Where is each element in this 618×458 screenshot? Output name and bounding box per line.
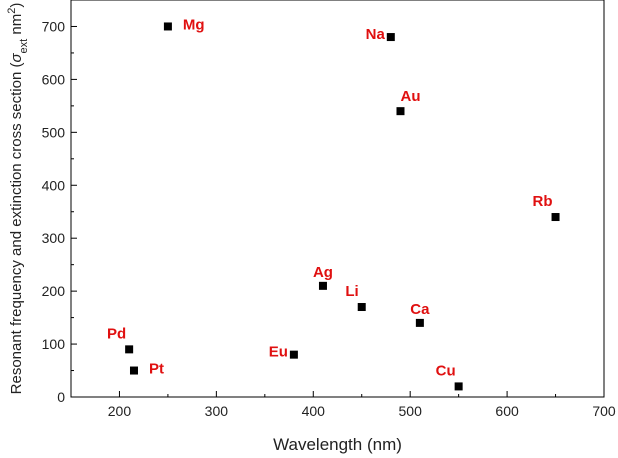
x-tick-label: 300 (205, 403, 229, 419)
y-axis-title-main: Resonant frequency and extinction cross … (8, 63, 25, 395)
x-tick-label: 200 (108, 403, 132, 419)
data-point-pd (125, 345, 134, 354)
y-tick-label: 200 (42, 283, 66, 299)
x-tick-label: 700 (592, 403, 616, 419)
x-tick-label: 600 (495, 403, 519, 419)
y-tick-label: 500 (42, 124, 66, 140)
y-axis-title-sigma: σ (8, 53, 25, 63)
data-label-cu: Cu (436, 362, 456, 379)
data-label-eu: Eu (269, 344, 288, 361)
y-tick-label: 600 (42, 71, 66, 87)
y-tick-label: 400 (42, 177, 66, 193)
plot-area-frame (70, 0, 605, 398)
data-label-mg: Mg (183, 16, 205, 33)
data-labels: Mg Na Au Rb Ag Li Ca Pd Eu Pt Cu (107, 16, 553, 379)
data-label-pd: Pd (107, 325, 126, 342)
y-tick-label: 300 (42, 230, 66, 246)
y-axis-title-close: ) (8, 3, 25, 8)
y-axis-title-sub: ext (18, 39, 30, 54)
data-point-mg (163, 22, 172, 31)
x-tick-label: 500 (399, 403, 423, 419)
data-point-au (396, 107, 405, 116)
data-label-na: Na (366, 26, 386, 43)
data-label-pt: Pt (149, 361, 164, 378)
data-point-na (386, 33, 395, 42)
data-points (125, 22, 560, 391)
data-point-pt (129, 366, 138, 375)
data-point-cu (454, 382, 463, 391)
y-axis-title-unit: nm (8, 14, 25, 39)
data-label-li: Li (345, 283, 358, 300)
x-tick-label: 400 (302, 403, 326, 419)
x-axis-title: Wavelength (nm) (273, 435, 402, 454)
data-point-ca (415, 318, 424, 327)
data-point-ag (318, 281, 327, 290)
y-tick-label: 100 (42, 336, 66, 352)
y-axis-title: Resonant frequency and extinction cross … (6, 3, 30, 395)
data-label-ag: Ag (313, 264, 333, 281)
data-point-li (357, 303, 366, 312)
tick-labels: 200 300 400 500 600 700 0 100 200 300 400 500 600 700 (42, 18, 616, 419)
y-tick-label: 700 (42, 18, 66, 34)
data-label-ca: Ca (410, 301, 430, 318)
y-axis-title-sup: 2 (6, 8, 18, 14)
data-point-eu (289, 350, 298, 359)
y-tick-label: 0 (57, 389, 65, 405)
data-point-rb (551, 213, 560, 222)
axis-ticks (70, 0, 605, 398)
data-label-rb: Rb (533, 193, 553, 210)
data-label-au: Au (400, 88, 420, 105)
